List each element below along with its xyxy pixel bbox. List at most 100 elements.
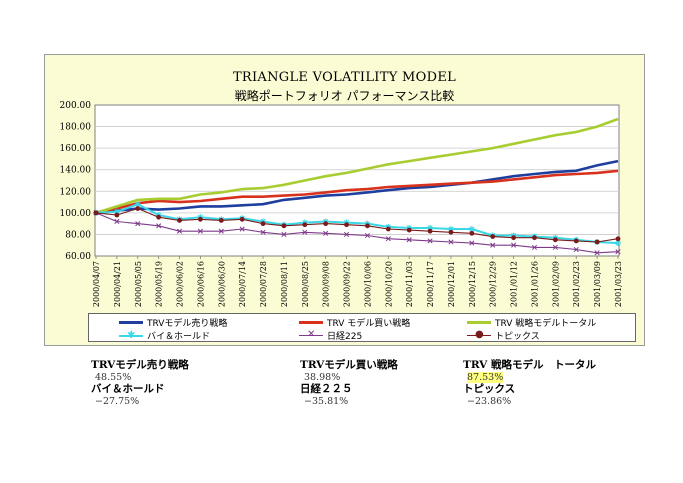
data-point bbox=[469, 230, 475, 236]
data-point bbox=[323, 230, 329, 236]
x-tick-label: 2001/03/23 bbox=[614, 261, 623, 307]
stat-value: 38.98% bbox=[304, 372, 341, 383]
data-point bbox=[134, 201, 141, 208]
x-tick-label: 2001/01/26 bbox=[530, 261, 539, 307]
stat-sell-strategy: TRVモデル売り戦略 48.55% bbox=[91, 357, 189, 383]
series-line-3 bbox=[95, 203, 619, 245]
data-point bbox=[615, 249, 621, 255]
star-marker-icon: ✱ bbox=[127, 329, 136, 341]
legend-swatch bbox=[119, 321, 143, 324]
x-tick-label: 2000/08/11 bbox=[280, 261, 289, 307]
data-point bbox=[323, 221, 329, 227]
x-marker-icon: ✕ bbox=[307, 329, 316, 340]
x-tick-label: 2000/06/02 bbox=[176, 261, 185, 307]
legend-swatch bbox=[299, 321, 323, 324]
chart-subtitle: 戦略ポートフォリオ パフォーマンス比較 bbox=[234, 89, 455, 103]
data-point bbox=[594, 239, 600, 245]
y-tick-label: 180.00 bbox=[60, 123, 92, 133]
data-point bbox=[594, 250, 600, 256]
data-point bbox=[344, 222, 349, 228]
legend-swatch bbox=[467, 321, 491, 324]
stat-nikkei225: 日経２２５ −35.81% bbox=[300, 381, 353, 407]
stat-buy-strategy: TRVモデル買い戦略 38.98% bbox=[300, 357, 398, 383]
x-tick-label: 2000/09/22 bbox=[343, 261, 352, 307]
data-point bbox=[218, 228, 224, 234]
x-tick-label: 2001/02/23 bbox=[572, 261, 581, 307]
stat-label: バイ＆ホールド bbox=[91, 383, 165, 395]
y-tick-label: 80.00 bbox=[65, 230, 91, 240]
x-tick-label: 2000/10/06 bbox=[363, 261, 372, 307]
data-point bbox=[511, 235, 516, 241]
stat-label: TRV 戦略モデル トータル bbox=[463, 359, 596, 371]
data-point bbox=[114, 212, 120, 218]
series-line-2 bbox=[95, 117, 619, 215]
stat-label: トピックス bbox=[463, 383, 516, 395]
data-point bbox=[427, 238, 433, 244]
y-tick-label: 60.00 bbox=[65, 252, 91, 262]
data-point bbox=[135, 221, 141, 227]
x-tick-label: 2000/12/29 bbox=[489, 261, 498, 307]
stat-buy-and-hold: バイ＆ホールド −27.75% bbox=[91, 381, 165, 407]
legend-label: TRVモデル売り戦略 bbox=[147, 319, 228, 329]
data-point bbox=[490, 242, 496, 248]
data-point bbox=[176, 228, 183, 234]
x-tick-label: 2000/09/08 bbox=[322, 261, 331, 307]
y-tick-label: 100.00 bbox=[60, 209, 92, 219]
data-point bbox=[302, 229, 308, 235]
stat-topix: トピックス −23.86% bbox=[463, 381, 515, 407]
x-tick-label: 2000/07/14 bbox=[238, 261, 247, 307]
data-point bbox=[490, 234, 496, 239]
y-tick-label: 140.00 bbox=[60, 166, 92, 176]
chart-legend: TRVモデル売り戦略 TRV モデル買い戦略 TRV 戦略モデルトータル ✱ バ… bbox=[88, 313, 636, 342]
data-point bbox=[385, 236, 391, 242]
data-point bbox=[93, 210, 99, 216]
stat-value: 48.55% bbox=[95, 372, 132, 383]
series-line-5 bbox=[95, 207, 619, 243]
stat-value: −27.75% bbox=[95, 396, 140, 407]
stat-total-model: TRV 戦略モデル トータル 87.53% bbox=[463, 357, 596, 383]
legend-item-series-5: ● トピックス bbox=[467, 329, 540, 342]
legend-label: TRV 戦略モデルトータル bbox=[495, 319, 597, 329]
data-point bbox=[615, 240, 621, 247]
line-chart: 200.00 180.00 160.00 140.00 120.00 100.00 80.0… bbox=[60, 101, 624, 307]
legend-swatch: ● bbox=[467, 330, 491, 340]
data-point bbox=[239, 226, 245, 232]
dot-marker-icon: ● bbox=[475, 329, 484, 340]
data-point bbox=[344, 231, 350, 237]
y-tick-label: 200.00 bbox=[60, 101, 92, 111]
y-tick-label: 160.00 bbox=[60, 144, 92, 154]
legend-label: バイ＆ホールド bbox=[147, 332, 211, 342]
x-tick-label: 2000/12/15 bbox=[468, 261, 477, 307]
data-point bbox=[260, 229, 266, 235]
stat-value: −35.81% bbox=[304, 396, 349, 407]
legend-item-series-0: TRVモデル売り戦略 bbox=[119, 316, 227, 329]
data-point bbox=[511, 242, 517, 248]
series-line-1 bbox=[95, 169, 619, 215]
data-point bbox=[532, 235, 537, 241]
chart-frame: 200.00 180.00 160.00 140.00 120.00 100.00 80.0… bbox=[44, 54, 645, 346]
x-tick-label: 2000/04/21 bbox=[113, 261, 122, 307]
data-point bbox=[135, 206, 141, 211]
x-tick-label: 2000/05/05 bbox=[134, 261, 143, 307]
x-tick-label: 2001/03/09 bbox=[593, 261, 602, 307]
data-point bbox=[239, 216, 245, 222]
legend-item-series-4: ✕ 日経225 bbox=[299, 329, 362, 342]
data-point bbox=[197, 228, 203, 234]
x-tick-label: 2000/06/30 bbox=[217, 261, 226, 307]
x-tick-label: 2000/11/17 bbox=[426, 261, 435, 307]
stat-label: TRVモデル買い戦略 bbox=[300, 359, 398, 371]
data-point bbox=[552, 244, 558, 250]
x-tick-label: 2000/10/20 bbox=[384, 261, 393, 307]
stat-label: TRVモデル売り戦略 bbox=[91, 359, 189, 371]
data-point bbox=[406, 237, 412, 243]
legend-item-series-1: TRV モデル買い戦略 bbox=[299, 316, 410, 329]
stat-value: −23.86% bbox=[467, 396, 512, 407]
data-point bbox=[448, 239, 454, 245]
x-tick-label: 2000/08/25 bbox=[301, 261, 310, 307]
x-tick-label: 2000/11/03 bbox=[405, 261, 414, 307]
x-tick-label: 2000/05/19 bbox=[155, 261, 164, 307]
legend-label: トピックス bbox=[495, 332, 540, 342]
stat-value: 87.53% bbox=[467, 372, 504, 383]
data-point bbox=[615, 236, 621, 242]
legend-item-series-3: ✱ バイ＆ホールド bbox=[119, 329, 210, 342]
